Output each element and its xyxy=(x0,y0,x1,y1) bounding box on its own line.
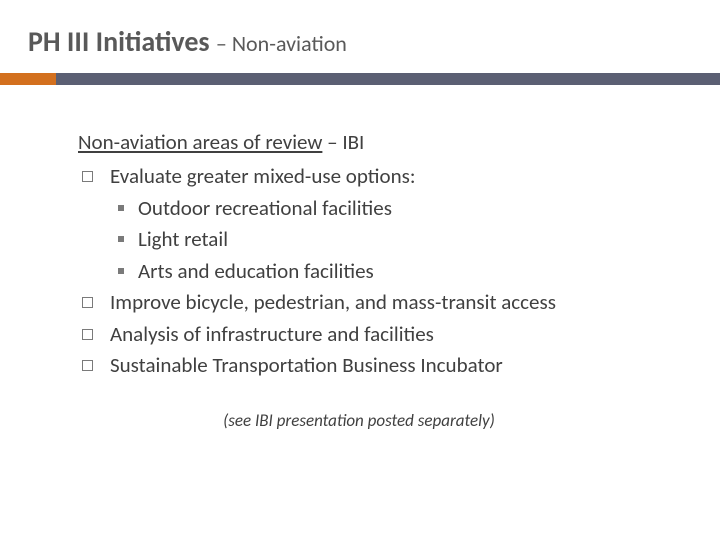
list-item-text: Evaluate greater mixed-use options: xyxy=(110,163,415,189)
sub-list-item: Light retail xyxy=(138,224,680,256)
section-heading-rest: – IBI xyxy=(322,129,364,155)
list-item: Analysis of infrastructure and facilitie… xyxy=(110,319,680,351)
title-area: PH III Initiatives – Non-aviation xyxy=(0,0,720,59)
sub-list: Outdoor recreational facilities Light re… xyxy=(110,193,680,288)
sub-list-item: Outdoor recreational facilities xyxy=(138,193,680,225)
sub-list-item: Arts and education facilities xyxy=(138,256,680,288)
section-heading: Non-aviation areas of review – IBI xyxy=(78,129,680,155)
list-item-text: Improve bicycle, pedestrian, and mass-tr… xyxy=(110,289,556,315)
section-heading-underlined: Non-aviation areas of review xyxy=(78,129,322,155)
sub-item-text: Outdoor recreational facilities xyxy=(138,195,392,221)
sub-item-text: Arts and education facilities xyxy=(138,258,374,284)
divider-accent xyxy=(0,73,56,85)
divider-bar xyxy=(0,73,720,85)
list-item: Evaluate greater mixed-use options: Outd… xyxy=(110,161,680,287)
bullet-list: Evaluate greater mixed-use options: Outd… xyxy=(78,161,680,382)
list-item-text: Analysis of infrastructure and facilitie… xyxy=(110,321,434,347)
divider-main xyxy=(56,73,720,85)
list-item: Sustainable Transportation Business Incu… xyxy=(110,350,680,382)
slide-title-main: PH III Initiatives xyxy=(28,24,216,59)
slide: PH III Initiatives – Non-aviation Non-av… xyxy=(0,0,720,540)
sub-item-text: Light retail xyxy=(138,226,228,252)
content-area: Non-aviation areas of review – IBI Evalu… xyxy=(0,85,720,431)
slide-title-sub: – Non-aviation xyxy=(216,30,347,57)
list-item: Improve bicycle, pedestrian, and mass-tr… xyxy=(110,287,680,319)
footnote: (see IBI presentation posted separately) xyxy=(78,410,680,431)
list-item-text: Sustainable Transportation Business Incu… xyxy=(110,352,503,378)
